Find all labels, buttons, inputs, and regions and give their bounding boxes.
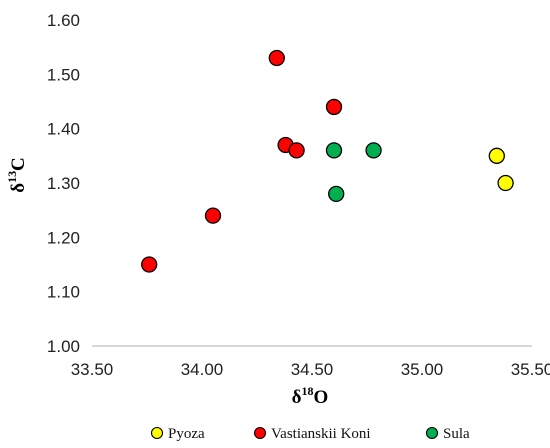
data-point-sula bbox=[365, 142, 382, 159]
legend-item-vastianskii-koni: Vastianskii Koni bbox=[253, 426, 371, 442]
legend: Pyoza Vastianskii Koni Sula bbox=[150, 426, 470, 442]
y-axis-title: δ13C bbox=[5, 157, 29, 193]
legend-marker bbox=[425, 426, 439, 440]
x-tick-label: 34.50 bbox=[291, 360, 334, 379]
y-tick-label: 1.10 bbox=[47, 283, 80, 302]
legend-label: Sula bbox=[443, 426, 470, 442]
x-tick-label: 34.00 bbox=[181, 360, 224, 379]
data-point-pyoza bbox=[488, 147, 505, 164]
y-axis-title-prefix: δ bbox=[8, 183, 29, 193]
data-point-pyoza bbox=[497, 174, 514, 192]
x-axis-title-superscript: 18 bbox=[302, 384, 314, 398]
data-point-vastianskii-koni bbox=[288, 142, 305, 159]
y-tick-label: 1.40 bbox=[47, 120, 80, 139]
legend-marker bbox=[253, 426, 267, 440]
legend-marker bbox=[150, 426, 164, 440]
y-tick-label: 1.20 bbox=[47, 228, 80, 247]
x-tick-label: 35.00 bbox=[401, 360, 444, 379]
y-tick-label: 1.60 bbox=[47, 11, 80, 30]
y-tick-label: 1.50 bbox=[47, 65, 80, 84]
y-axis-title-superscript: 13 bbox=[5, 171, 19, 183]
y-axis-ticks: 1.00 1.10 1.20 1.30 1.40 1.50 1.60 bbox=[47, 11, 80, 356]
data-point-sula bbox=[325, 142, 343, 159]
legend-item-sula: Sula bbox=[425, 426, 470, 442]
x-tick-label: 33.50 bbox=[71, 360, 114, 379]
legend-label: Vastianskii Koni bbox=[271, 426, 371, 442]
data-point-sula bbox=[328, 185, 345, 203]
x-tick-label: 35.50 bbox=[511, 360, 550, 379]
x-axis-title: δ18O bbox=[292, 384, 329, 408]
data-points bbox=[141, 49, 514, 273]
data-point-vastianskii-koni bbox=[325, 98, 343, 116]
x-axis-title-main: O bbox=[314, 387, 329, 408]
data-point-vastianskii-koni bbox=[204, 207, 222, 224]
data-point-vastianskii-koni bbox=[141, 256, 158, 273]
y-tick-label: 1.30 bbox=[47, 174, 80, 193]
legend-label: Pyoza bbox=[168, 426, 205, 442]
x-axis-ticks: 33.50 34.00 34.50 35.00 35.50 bbox=[71, 360, 550, 379]
data-point-vastianskii-koni bbox=[268, 49, 285, 67]
y-axis-title-main: C bbox=[8, 157, 29, 171]
x-axis-title-prefix: δ bbox=[292, 387, 302, 408]
y-tick-label: 1.00 bbox=[47, 337, 80, 356]
legend-item-pyoza: Pyoza bbox=[150, 426, 205, 442]
